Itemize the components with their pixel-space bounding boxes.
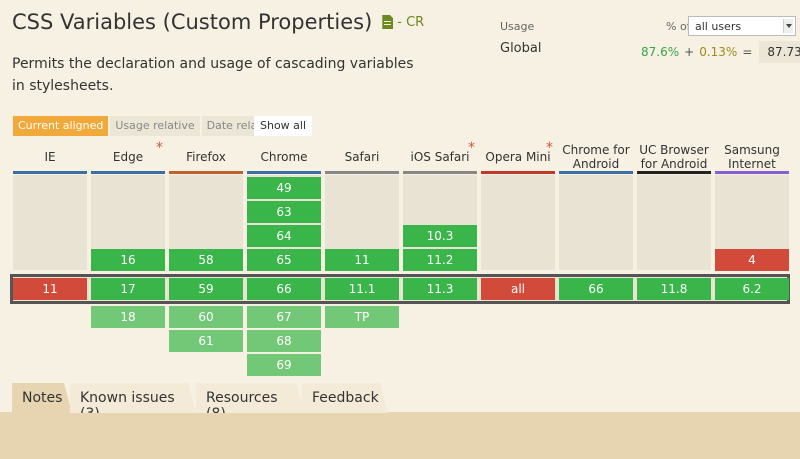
- future-version-cell[interactable]: 60: [169, 306, 243, 328]
- past-version-cell[interactable]: 63: [247, 201, 321, 223]
- past-version-cell[interactable]: 58: [169, 249, 243, 271]
- browser-color-bar: [13, 171, 87, 174]
- browser-color-bar: [481, 171, 555, 174]
- browser-color-bar: [169, 171, 243, 174]
- browser-color-bar: [91, 171, 165, 174]
- current-version-cell[interactable]: 11.8: [637, 278, 711, 300]
- browser-name: UC Browser for Android: [639, 143, 709, 171]
- browser-name: Chrome: [260, 150, 308, 164]
- current-version-cell[interactable]: 11.3: [403, 278, 477, 300]
- global-total-support: 87.73%: [759, 41, 800, 63]
- future-version-cell[interactable]: 68: [247, 330, 321, 352]
- browser-header-ie[interactable]: IE: [13, 139, 87, 175]
- past-version-cell[interactable]: 10.3: [403, 225, 477, 247]
- current-version-cell[interactable]: 17: [91, 278, 165, 300]
- global-full-support: 87.6%: [641, 45, 680, 59]
- future-version-cell[interactable]: 18: [91, 306, 165, 328]
- show-all-button[interactable]: Show all: [254, 116, 313, 136]
- browser-color-bar: [247, 171, 321, 174]
- browser-color-bar: [637, 171, 711, 174]
- tab-notes[interactable]: Notes: [12, 383, 72, 413]
- browser-name: Samsung Internet: [724, 143, 780, 171]
- note-asterisk-icon: *: [546, 140, 553, 156]
- current-version-cell[interactable]: all: [481, 278, 555, 300]
- current-version-cell[interactable]: 11.1: [325, 278, 399, 300]
- browser-color-bar: [559, 171, 633, 174]
- current-version-cell[interactable]: 66: [247, 278, 321, 300]
- tab-resources[interactable]: Resources (8): [196, 383, 304, 413]
- browser-name: iOS Safari: [410, 150, 470, 164]
- past-version-cell[interactable]: 49: [247, 177, 321, 199]
- note-asterisk-icon: *: [156, 140, 163, 156]
- past-version-cell[interactable]: 4: [715, 249, 789, 271]
- browser-name: IE: [44, 150, 56, 164]
- past-version-cell[interactable]: 11.2: [403, 249, 477, 271]
- browser-column-bg: [637, 175, 711, 270]
- browser-name: Edge: [112, 150, 144, 164]
- browser-column-bg: [481, 175, 555, 270]
- global-partial-support: 0.13%: [699, 45, 738, 59]
- view-mode-tabs: Current aligned Usage relative Date rela…: [13, 116, 283, 136]
- browser-header-chrome[interactable]: Chrome: [247, 139, 321, 175]
- current-version-cell[interactable]: 6.2: [715, 278, 789, 300]
- browser-column-bg: [13, 175, 87, 270]
- future-version-cell[interactable]: 61: [169, 330, 243, 352]
- past-version-cell[interactable]: 16: [91, 249, 165, 271]
- browser-name: Chrome for Android: [562, 143, 630, 171]
- past-version-cell[interactable]: 11: [325, 249, 399, 271]
- current-version-cell[interactable]: 66: [559, 278, 633, 300]
- note-asterisk-icon: *: [468, 140, 475, 156]
- browser-name: Safari: [344, 150, 380, 164]
- chevron-down-icon: [783, 19, 793, 33]
- tab-current-aligned[interactable]: Current aligned: [13, 116, 109, 136]
- browser-color-bar: [325, 171, 399, 174]
- browser-header-samsung[interactable]: Samsung Internet: [715, 139, 789, 175]
- pct-of-label: % of: [666, 20, 691, 33]
- future-version-cell[interactable]: TP: [325, 306, 399, 328]
- usage-label: Usage: [500, 20, 535, 33]
- browser-header-edge[interactable]: Edge *: [91, 139, 165, 175]
- feature-title: CSS Variables (Custom Properties) - CR: [12, 10, 424, 34]
- past-version-cell[interactable]: 65: [247, 249, 321, 271]
- tab-content-area: [0, 412, 800, 459]
- browser-column-bg: [559, 175, 633, 270]
- browser-header-firefox[interactable]: Firefox: [169, 139, 243, 175]
- browser-header-chrome-android[interactable]: Chrome for Android: [559, 139, 633, 175]
- browser-header-opera-mini[interactable]: Opera Mini *: [481, 139, 555, 175]
- past-version-cell[interactable]: 64: [247, 225, 321, 247]
- equals-sign: =: [742, 45, 753, 59]
- browser-header-ios-safari[interactable]: iOS Safari *: [403, 139, 477, 175]
- current-version-cell[interactable]: 59: [169, 278, 243, 300]
- browser-name: Opera Mini: [485, 150, 551, 164]
- browser-header-uc-android[interactable]: UC Browser for Android: [637, 139, 711, 175]
- current-version-cell[interactable]: 11: [13, 278, 87, 300]
- browser-name: Firefox: [186, 150, 226, 164]
- document-icon[interactable]: [382, 15, 394, 29]
- global-usage: 87.6% + 0.13% = 87.73%: [641, 41, 800, 63]
- tab-feedback[interactable]: Feedback: [302, 383, 388, 413]
- future-version-cell[interactable]: 69: [247, 354, 321, 376]
- browser-color-bar: [403, 171, 477, 174]
- feature-description: Permits the declaration and usage of cas…: [12, 56, 414, 94]
- global-label: Global: [500, 41, 542, 56]
- browser-header-safari[interactable]: Safari: [325, 139, 399, 175]
- user-type-value: all users: [695, 20, 742, 33]
- user-type-select[interactable]: all users: [688, 16, 796, 36]
- tab-known-issues[interactable]: Known issues (3): [70, 383, 196, 413]
- spec-status[interactable]: - CR: [397, 14, 425, 30]
- plus-sign: +: [684, 45, 695, 59]
- feature-title-text: CSS Variables (Custom Properties): [12, 10, 373, 34]
- future-version-cell[interactable]: 67: [247, 306, 321, 328]
- browser-color-bar: [715, 171, 789, 174]
- tab-usage-relative[interactable]: Usage relative: [110, 116, 200, 136]
